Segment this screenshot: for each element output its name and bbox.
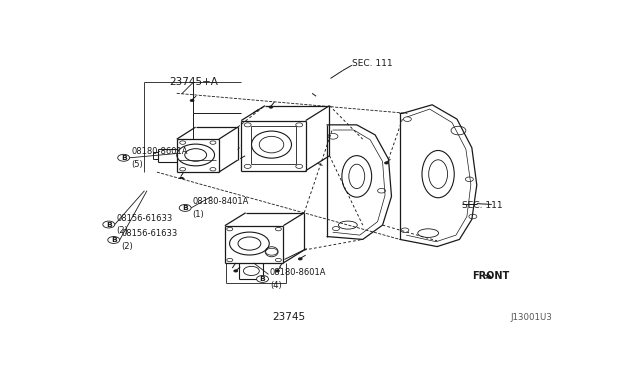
Text: B: B — [121, 155, 127, 161]
Text: SEC. 111: SEC. 111 — [462, 201, 502, 210]
Circle shape — [269, 106, 273, 108]
Circle shape — [103, 221, 115, 228]
Circle shape — [179, 205, 191, 211]
Text: 08156-61633: 08156-61633 — [116, 214, 172, 223]
Text: B: B — [260, 276, 266, 282]
Circle shape — [385, 162, 388, 164]
Text: B: B — [111, 237, 116, 243]
Text: 08156-61633: 08156-61633 — [121, 229, 177, 238]
Circle shape — [275, 270, 280, 272]
Text: (5): (5) — [131, 160, 143, 169]
Text: B: B — [182, 205, 188, 211]
Text: (2): (2) — [121, 242, 133, 251]
Circle shape — [118, 154, 129, 161]
Text: SEC. 111: SEC. 111 — [352, 59, 392, 68]
Text: 23745+A: 23745+A — [170, 77, 218, 87]
Text: 08180-8601A: 08180-8601A — [131, 147, 188, 156]
Text: J13001U3: J13001U3 — [510, 313, 552, 322]
Text: FRONT: FRONT — [472, 271, 509, 281]
Text: 08180-8401A: 08180-8401A — [193, 197, 249, 206]
Text: 08180-8601A: 08180-8601A — [270, 268, 326, 277]
Circle shape — [257, 276, 269, 282]
Text: B: B — [106, 221, 111, 228]
Text: (2): (2) — [116, 226, 128, 235]
Circle shape — [190, 99, 194, 102]
Circle shape — [108, 237, 120, 243]
Text: (1): (1) — [193, 210, 204, 219]
Text: (4): (4) — [270, 280, 282, 290]
Circle shape — [234, 270, 237, 272]
Text: 23745: 23745 — [273, 312, 306, 322]
Circle shape — [298, 258, 302, 260]
